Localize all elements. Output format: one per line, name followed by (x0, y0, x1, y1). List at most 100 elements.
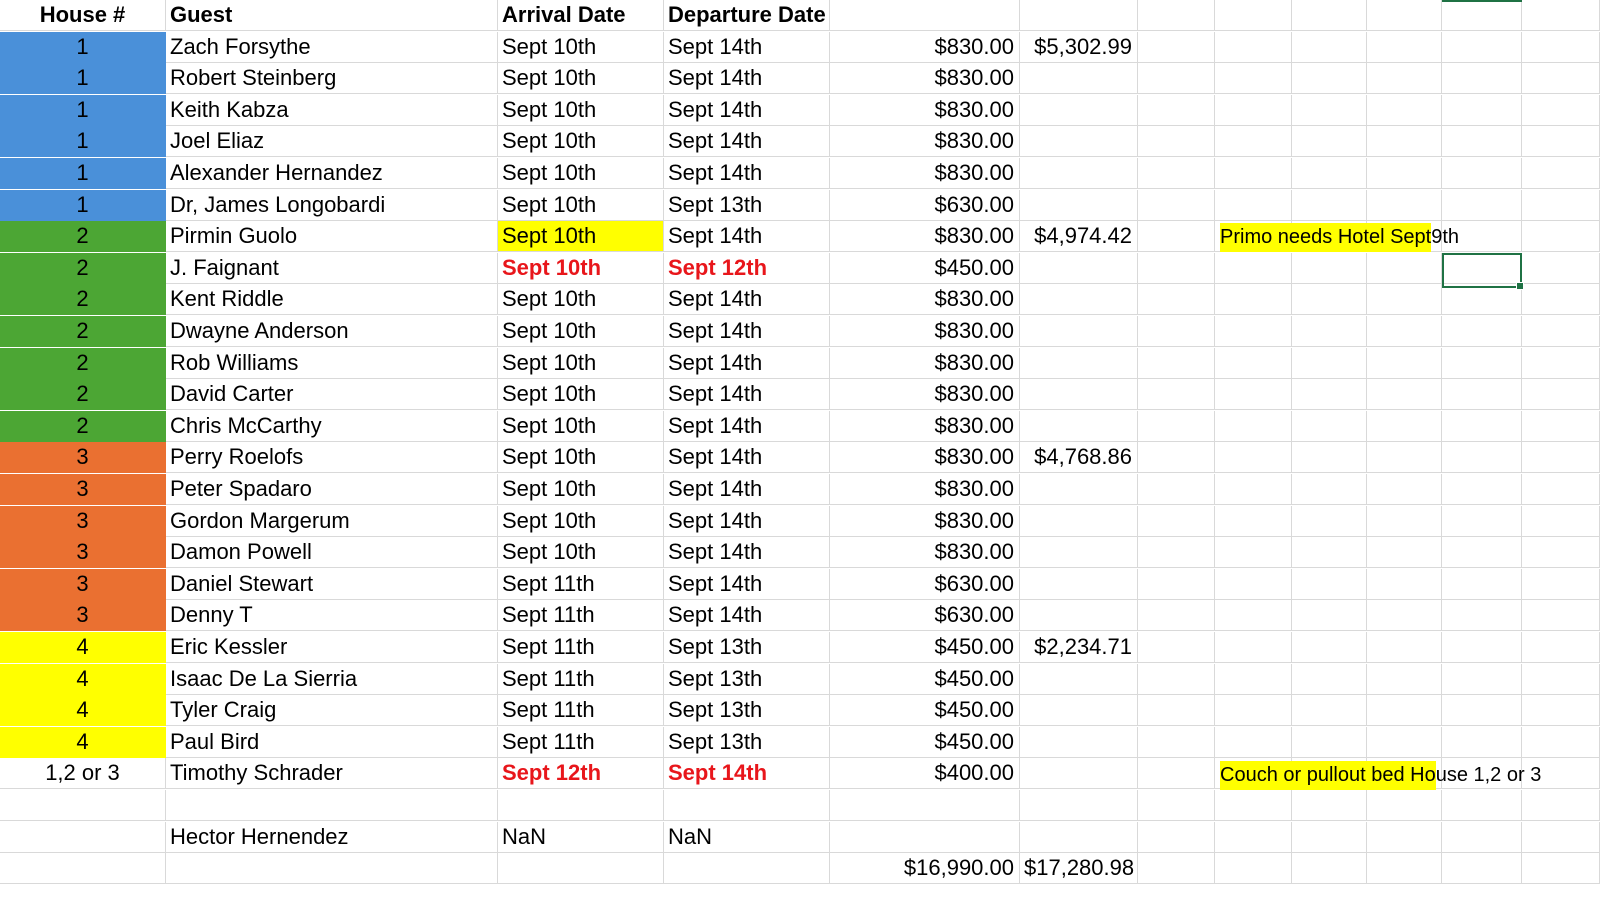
cell-arrival[interactable]: Sept 10th (498, 284, 664, 316)
cell-empty[interactable] (1292, 853, 1367, 885)
cell-house-total[interactable] (1020, 410, 1138, 442)
cell-amount[interactable]: $450.00 (830, 252, 1020, 284)
cell-house[interactable]: 3 (0, 474, 166, 505)
cell-empty[interactable] (1138, 726, 1215, 758)
cell-empty[interactable] (1367, 632, 1442, 663)
cell-house-total[interactable]: $5,302.99 (1020, 31, 1138, 63)
cell-empty[interactable] (1292, 158, 1367, 189)
cell-departure[interactable]: Sept 13th (664, 189, 830, 221)
cell-empty[interactable] (1215, 505, 1292, 537)
cell-guest[interactable]: Isaac De La Sierria (166, 663, 498, 695)
cell-guest[interactable] (166, 790, 498, 821)
cell-house-total[interactable] (1020, 600, 1138, 632)
cell-empty[interactable] (1292, 790, 1367, 821)
cell-house-total[interactable]: $4,974.42 (1020, 221, 1138, 253)
cell-empty[interactable] (1292, 347, 1367, 379)
cell-house-total[interactable] (1020, 537, 1138, 569)
cell-arrival[interactable]: Sept 10th (498, 94, 664, 126)
cell-empty[interactable] (1215, 0, 1292, 31)
cell-amount[interactable]: $830.00 (830, 31, 1020, 63)
cell-guest[interactable]: Denny T (166, 600, 498, 632)
cell-arrival[interactable]: Sept 10th (498, 316, 664, 347)
cell-amount[interactable]: $830.00 (830, 474, 1020, 505)
cell-empty[interactable] (1215, 821, 1292, 853)
cell-guest[interactable]: Daniel Stewart (166, 568, 498, 600)
cell-empty[interactable] (1442, 316, 1522, 347)
cell-empty[interactable] (1442, 790, 1522, 821)
cell-empty[interactable] (1367, 410, 1442, 442)
cell-house[interactable]: 3 (0, 600, 166, 632)
cell-empty[interactable] (1138, 600, 1215, 632)
cell-guest[interactable]: Rob Williams (166, 347, 498, 379)
cell-empty[interactable] (1138, 126, 1215, 158)
cell-empty[interactable] (1292, 126, 1367, 158)
cell-empty[interactable] (1367, 442, 1442, 474)
cell-empty[interactable] (1522, 379, 1600, 411)
cell-guest[interactable] (166, 853, 498, 885)
cell-arrival[interactable]: Sept 10th (498, 442, 664, 474)
cell-house-total[interactable] (1020, 347, 1138, 379)
cell-guest[interactable]: Hector Hernendez (166, 821, 498, 853)
cell-empty[interactable] (1522, 537, 1600, 569)
cell-empty[interactable] (1292, 537, 1367, 569)
cell-empty[interactable] (1367, 316, 1442, 347)
note-couch-pullout[interactable]: Couch or pullout bed House 1,2 or 3 (1216, 761, 1541, 790)
cell-empty[interactable] (1138, 94, 1215, 126)
cell-empty[interactable] (1138, 821, 1215, 853)
cell-empty[interactable] (1522, 126, 1600, 158)
cell-arrival[interactable]: Sept 10th (498, 474, 664, 505)
cell-empty[interactable] (1442, 474, 1522, 505)
fill-handle[interactable] (1516, 282, 1524, 290)
cell-empty[interactable] (1215, 442, 1292, 474)
cell-empty[interactable] (1367, 284, 1442, 316)
cell-arrival[interactable]: Sept 10th (498, 158, 664, 189)
cell-departure[interactable] (664, 853, 830, 885)
cell-amount[interactable]: $630.00 (830, 568, 1020, 600)
cell-amount[interactable]: $400.00 (830, 758, 1020, 790)
cell-empty[interactable] (1292, 31, 1367, 63)
cell-guest[interactable]: Robert Steinberg (166, 63, 498, 95)
cell-empty[interactable] (1522, 695, 1600, 727)
cell-guest[interactable]: Pirmin Guolo (166, 221, 498, 253)
cell-empty[interactable] (1292, 474, 1367, 505)
cell-empty[interactable] (1522, 221, 1600, 253)
cell-arrival[interactable]: Sept 11th (498, 726, 664, 758)
cell-amount[interactable]: $830.00 (830, 94, 1020, 126)
cell-empty[interactable] (1442, 347, 1522, 379)
cell-amount[interactable]: $450.00 (830, 695, 1020, 727)
cell-empty[interactable] (1292, 568, 1367, 600)
cell-arrival[interactable]: Sept 10th (498, 31, 664, 63)
cell-guest[interactable]: Damon Powell (166, 537, 498, 569)
cell-house[interactable]: 1 (0, 31, 166, 63)
cell-empty[interactable] (1215, 316, 1292, 347)
cell-arrival[interactable]: Sept 12th (498, 758, 664, 790)
cell-empty[interactable] (1215, 632, 1292, 663)
cell-house-total[interactable] (1020, 379, 1138, 411)
cell-amount[interactable]: $830.00 (830, 284, 1020, 316)
cell-empty[interactable] (1138, 379, 1215, 411)
cell-arrival[interactable]: Sept 11th (498, 695, 664, 727)
cell-empty[interactable] (1292, 726, 1367, 758)
cell-amount[interactable]: $830.00 (830, 158, 1020, 189)
cell-guest[interactable]: Timothy Schrader (166, 758, 498, 790)
cell-empty[interactable] (1522, 252, 1600, 284)
cell-empty[interactable] (1138, 31, 1215, 63)
cell-guest[interactable]: Perry Roelofs (166, 442, 498, 474)
cell-empty[interactable] (1522, 410, 1600, 442)
cell-house[interactable] (0, 790, 166, 821)
cell-departure[interactable]: Sept 13th (664, 663, 830, 695)
cell-amount[interactable]: $450.00 (830, 726, 1020, 758)
cell-amount[interactable]: $16,990.00 (830, 853, 1020, 885)
header-guest[interactable]: Guest (166, 0, 498, 31)
cell-empty[interactable] (1292, 663, 1367, 695)
cell-empty[interactable] (1292, 821, 1367, 853)
cell-empty[interactable] (1442, 158, 1522, 189)
cell-empty[interactable] (1442, 758, 1522, 790)
cell-amount[interactable] (830, 790, 1020, 821)
cell-guest[interactable]: Tyler Craig (166, 695, 498, 727)
cell-empty[interactable] (1292, 442, 1367, 474)
cell-empty[interactable] (1138, 695, 1215, 727)
cell-empty[interactable] (1215, 695, 1292, 727)
cell-empty[interactable] (1442, 726, 1522, 758)
cell-guest[interactable]: Zach Forsythe (166, 31, 498, 63)
